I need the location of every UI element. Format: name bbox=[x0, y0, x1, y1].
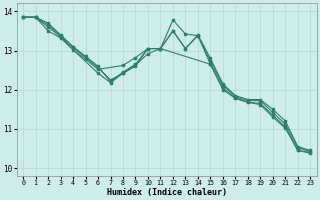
X-axis label: Humidex (Indice chaleur): Humidex (Indice chaleur) bbox=[107, 188, 227, 197]
